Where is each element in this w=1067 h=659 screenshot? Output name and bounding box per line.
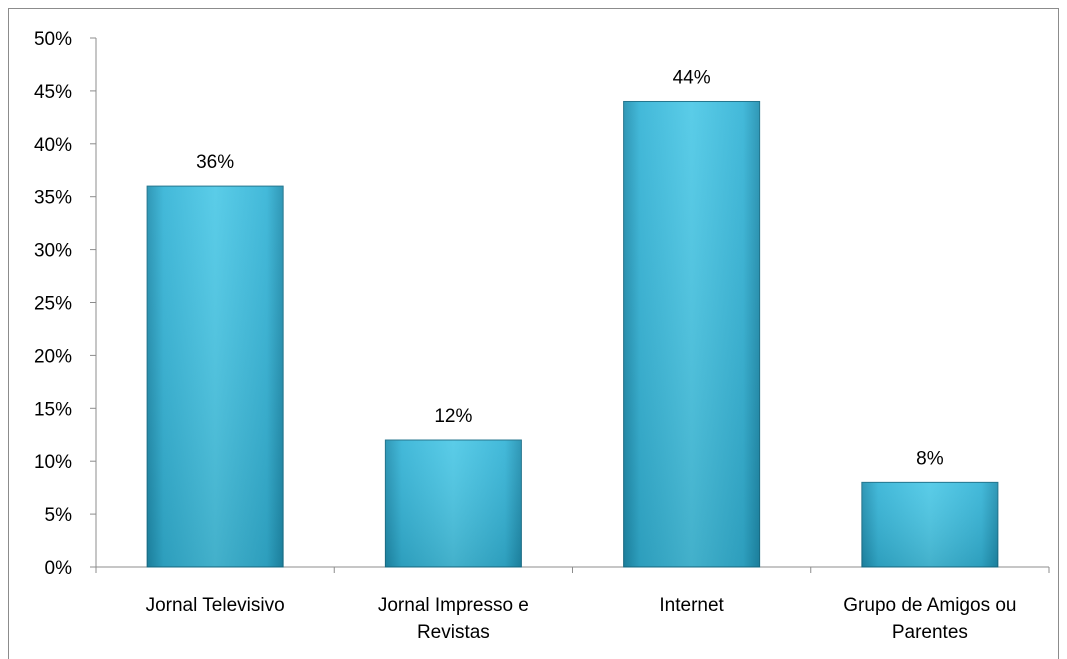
- y-tick-label: 25%: [34, 294, 72, 315]
- bar-shade: [385, 440, 522, 567]
- y-tick-label: 10%: [34, 452, 72, 473]
- y-tick-label: 20%: [34, 346, 72, 367]
- x-tick-label: Revistas: [417, 622, 490, 643]
- y-tick-label: 35%: [34, 188, 72, 209]
- y-tick-label: 40%: [34, 135, 72, 156]
- y-tick-label: 45%: [34, 82, 72, 103]
- data-label: 8%: [916, 448, 944, 469]
- labels: 36% Jornal Televisivo 12% Jornal Impresso e…: [146, 67, 1017, 643]
- chart-frame: [8, 8, 1059, 659]
- bar-shade: [147, 186, 284, 567]
- x-tick-label: Parentes: [892, 622, 968, 643]
- x-tick-label: Jornal Impresso e: [378, 595, 529, 616]
- bar-shade: [623, 101, 760, 567]
- x-tick-label: Internet: [659, 595, 724, 616]
- bars: [146, 100, 999, 568]
- x-tick-label: Grupo de Amigos ou: [843, 595, 1016, 616]
- y-tick-label: 50%: [34, 29, 72, 50]
- data-label: 44%: [673, 67, 711, 88]
- data-label: 12%: [434, 406, 472, 427]
- y-tick-label: 0%: [45, 558, 73, 579]
- y-tick-label: 15%: [34, 399, 72, 420]
- bar-shade: [861, 482, 998, 567]
- data-label: 36%: [196, 152, 234, 173]
- y-tick-label: 5%: [45, 505, 73, 526]
- x-tick-label: Jornal Televisivo: [146, 595, 285, 616]
- y-tick-label: 30%: [34, 241, 72, 262]
